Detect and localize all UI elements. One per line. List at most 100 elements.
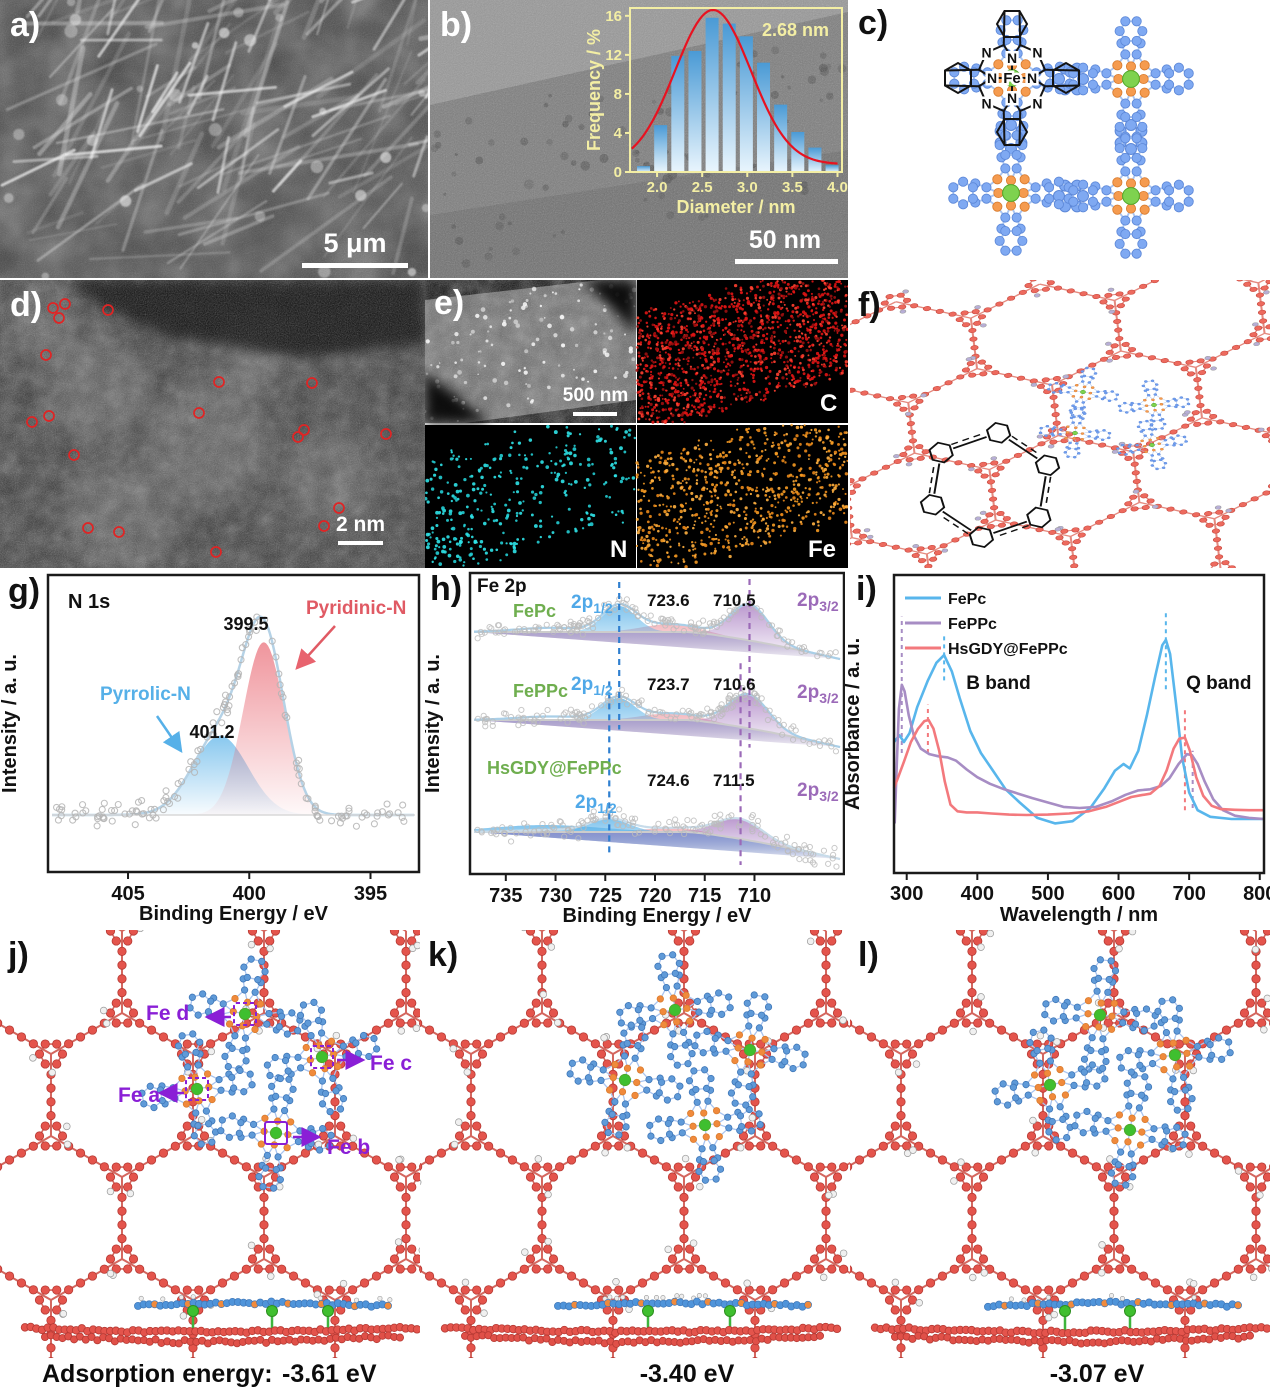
fe-site-annotations: Fe a Fe b Fe c Fe d — [118, 1002, 412, 1159]
net-atoms — [420, 930, 849, 1358]
atoms — [566, 1021, 684, 1139]
hist-xlabel: Diameter / nm — [676, 197, 795, 217]
fe-site-label: Fe c — [370, 1052, 412, 1075]
fe-site-label: Fe d — [146, 1002, 189, 1025]
hist-ylabel: Frequency / % — [584, 29, 604, 151]
spin-orbit-label: 2p1/2 — [571, 592, 613, 616]
formula-n-label: N — [1007, 90, 1017, 106]
hist-ytick: 8 — [614, 86, 622, 103]
hsgdy-network — [0, 930, 420, 1358]
eds-map-label-N: N — [610, 536, 628, 563]
formula-n-label: N — [1027, 70, 1037, 86]
h-xtick: 720 — [638, 885, 671, 907]
hist-ytick: 16 — [605, 8, 622, 25]
fepc-unit — [217, 1074, 335, 1192]
g-xtick: 400 — [233, 883, 266, 905]
panel-a-sem-image — [0, 0, 428, 278]
hist-ytick: 12 — [605, 47, 622, 64]
haadf-dark-corners — [425, 280, 636, 423]
g-ylabel: Intensity / a. u. — [0, 654, 21, 793]
fepc-unit — [948, 130, 1074, 256]
scalebar-b-label: 50 nm — [748, 226, 822, 254]
scatter-HsGDY@FePPc — [474, 806, 840, 870]
haadf-image — [425, 280, 637, 423]
spin-orbit-label: 2p1/2 — [571, 674, 613, 698]
fepc-unit — [991, 1026, 1109, 1144]
scalebar-e-label: 500 nm — [562, 385, 629, 406]
eds-map-C — [635, 280, 848, 424]
dft-canvas-j: Fe a Fe b Fe c Fe d — [0, 930, 420, 1358]
fepc-unit — [566, 1021, 684, 1139]
panel-label-l: l) — [858, 936, 879, 974]
p32-value: 710.6 — [713, 675, 756, 694]
i-xtick: 400 — [961, 883, 994, 905]
pyrrolic-value: 401.2 — [189, 722, 234, 742]
panel-label-d: d) — [10, 286, 43, 324]
g-region-label: N 1s — [68, 591, 110, 613]
panel-f-model — [850, 280, 1270, 568]
panel-b-tem-image: 2.0 2.5 3.0 3.5 4.0 0 4 8 12 16 Diameter / nm Frequ… — [430, 0, 848, 278]
fepc-unit — [1041, 956, 1159, 1074]
h-region-label: Fe 2p — [477, 576, 527, 597]
formula-n-label: N — [981, 95, 991, 111]
tem-canvas: 2.0 2.5 3.0 3.5 4.0 0 4 8 12 16 Diameter / nm Frequ… — [430, 0, 848, 278]
panel-h-xps-fe2p: 735 730 725 720 715 710 Binding Energy / eV Int… — [425, 570, 845, 930]
panel-label-c: c) — [858, 4, 889, 42]
i-xtick: 300 — [890, 883, 923, 905]
spin-orbit-label: 2p1/2 — [575, 792, 617, 816]
spin-orbit-label: 2p3/2 — [797, 682, 839, 706]
pyridinic-value: 399.5 — [223, 614, 268, 634]
h-xtick: 715 — [688, 885, 721, 907]
fepc-unit — [1117, 379, 1191, 431]
panel-l-dft-model — [850, 930, 1270, 1358]
panel-k-dft-model — [420, 930, 850, 1358]
uvvis-legend: FePc FePPc HsGDY@FePPc — [905, 591, 1068, 658]
panel-label-b: b) — [440, 6, 473, 44]
h-xtick: 710 — [738, 885, 771, 907]
dft-canvas-k — [420, 930, 850, 1358]
atoms — [1071, 1071, 1189, 1189]
side-view — [870, 1293, 1270, 1348]
pyridinic-label: Pyridinic-N — [306, 598, 406, 619]
panel-label-f: f) — [858, 286, 881, 324]
g-xtick: 405 — [111, 883, 144, 905]
macrocycle-sketch — [919, 422, 1061, 548]
hist-xtick: 2.0 — [647, 179, 668, 196]
hist-xtick: 3.0 — [737, 179, 758, 196]
i-ylabel: Absorbance / a. u. — [845, 638, 864, 810]
g-xtick: 395 — [354, 883, 387, 905]
h-xlabel: Binding Energy / eV — [563, 905, 753, 927]
formula-n-label: N — [1007, 50, 1017, 66]
scalebar-d-label: 2 nm — [335, 513, 385, 536]
single-atom-markers — [26, 298, 392, 558]
fe-site-label: Fe b — [327, 1136, 370, 1159]
scalebar-b — [735, 259, 838, 264]
atoms — [646, 1066, 764, 1184]
adsorption-energy-k: -3.40 eV — [639, 1360, 735, 1388]
spin-orbit-label: 2p3/2 — [797, 590, 839, 614]
sem-canvas — [0, 0, 428, 278]
atoms — [1116, 996, 1234, 1114]
fepc-unit — [1116, 419, 1188, 471]
scalebar-d — [338, 541, 383, 545]
side-view — [440, 1293, 842, 1348]
fepc-unit — [1071, 1071, 1189, 1189]
fepc-unit — [646, 1066, 764, 1184]
scatter-FePPc — [474, 685, 840, 755]
panel-label-k: k) — [428, 936, 459, 974]
side-view — [20, 1294, 420, 1348]
panel-label-g: g) — [8, 572, 41, 610]
hist-xtick: 4.0 — [827, 179, 848, 196]
adsorption-energy-j: -3.61 eV — [282, 1360, 377, 1388]
eds-map-label-Fe: Fe — [808, 536, 837, 563]
atoms — [948, 130, 1074, 256]
formula-n-label: N — [1032, 95, 1042, 111]
sample-label: HsGDY@FePPc — [487, 758, 622, 778]
scalebar-e — [573, 412, 617, 416]
formula-bonds — [944, 10, 1080, 146]
p32-value: 710.5 — [713, 591, 756, 610]
